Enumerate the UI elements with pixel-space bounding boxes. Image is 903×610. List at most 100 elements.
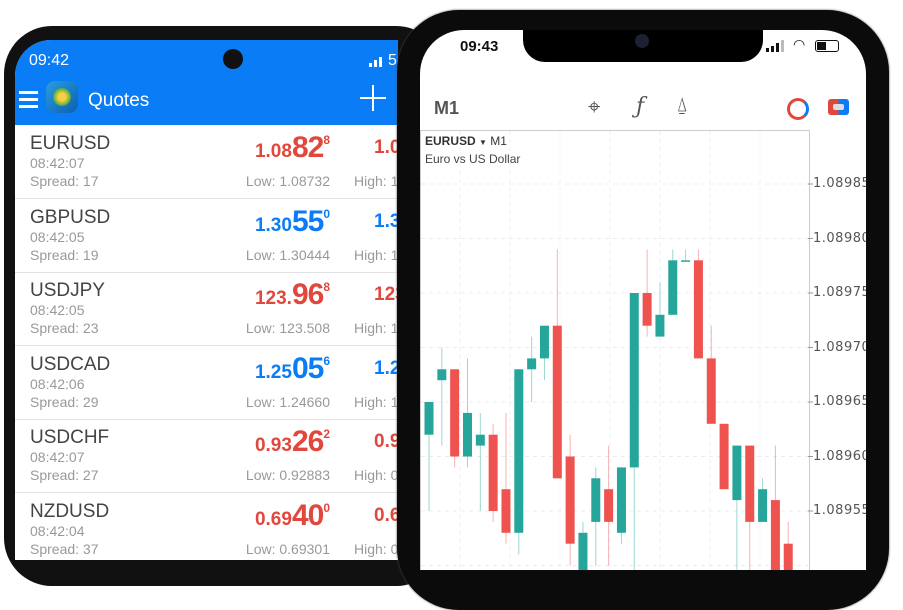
quote-time: 08:42:07: [30, 449, 85, 465]
status-time: 09:42: [29, 52, 70, 69]
candle-up: [655, 314, 665, 337]
quote-spread: Spread: 17: [30, 173, 99, 189]
bid-pip: 8: [323, 133, 330, 147]
candle-down: [488, 434, 498, 511]
bid-price: 0.93262: [255, 425, 330, 459]
candle-up: [539, 325, 549, 359]
bid-big: 82: [291, 131, 324, 164]
candle-up: [681, 260, 691, 262]
battery-icon: [815, 40, 839, 52]
candle-up: [668, 260, 678, 315]
plus-icon[interactable]: [360, 85, 386, 111]
candle-down: [693, 260, 703, 359]
bid-price: 1.25056: [255, 352, 330, 386]
quote-symbol: USDJPY: [30, 280, 105, 301]
candle-down: [450, 369, 460, 457]
quote-time: 08:42:07: [30, 155, 85, 171]
candle-down: [565, 456, 575, 544]
signal-icon: [369, 55, 382, 67]
objects-icon[interactable]: ⍙: [676, 94, 688, 116]
metatrader-logo: [46, 81, 78, 113]
crosshair-icon[interactable]: ⌖: [588, 94, 601, 119]
price-label: 1.08960: [813, 448, 866, 464]
quote-symbol: GBPUSD: [30, 206, 111, 228]
quote-symbol: EURUSD: [30, 133, 111, 154]
quote-time: 08:42:04: [30, 522, 85, 539]
price-chart[interactable]: EURUSD ▼ M1 Euro vs US Dollar: [420, 130, 810, 570]
candle-down: [552, 325, 562, 479]
bid-price: 1.08828: [255, 131, 330, 165]
candle-down: [706, 358, 716, 424]
bid-price: 123.968: [255, 278, 330, 312]
quote-high: High: 0: [354, 467, 398, 483]
candle-up: [424, 402, 434, 435]
quote-row[interactable]: USDJPY 08:42:05 Spread: 23 123.968 123 L…: [15, 272, 398, 346]
camera-icon: [223, 49, 243, 69]
bid-pip: 6: [323, 353, 330, 368]
quote-symbol: NZDUSD: [30, 500, 110, 522]
bid-pip: 0: [323, 206, 330, 221]
quote-high: High: 1: [354, 320, 398, 336]
bid-small: 1.08: [254, 141, 292, 162]
ask-price: 1.3: [374, 210, 398, 232]
bid-big: 40: [291, 498, 324, 532]
quote-spread: Spread: 37: [30, 540, 99, 557]
quote-high: High: 1: [354, 246, 398, 263]
bid-big: 96: [291, 278, 324, 311]
price-label: 1.08965: [813, 394, 866, 409]
trade-clock-icon[interactable]: [787, 98, 809, 120]
price-label: 1.08985: [813, 176, 866, 191]
quote-high: High: 0: [354, 540, 398, 557]
candle-down: [745, 445, 755, 522]
price-label: 1.08975: [813, 285, 866, 300]
candle-up: [475, 434, 485, 446]
bid-big: 26: [291, 425, 324, 458]
ask-price: 123: [374, 284, 398, 305]
bid-small: 1.25: [254, 361, 292, 383]
chart-symbol: EURUSD: [425, 134, 476, 148]
candle-down: [719, 423, 729, 490]
status-battery: 5: [388, 52, 397, 69]
function-icon[interactable]: ƒ: [636, 94, 645, 119]
bid-pip: 8: [323, 280, 330, 294]
ask-price: 1.2: [374, 357, 398, 379]
bid-small: 123.: [254, 288, 292, 309]
quote-row[interactable]: GBPUSD 08:42:05 Spread: 19 1.30550 1.3 L…: [15, 199, 398, 273]
dropdown-icon[interactable]: ▼: [479, 138, 487, 147]
price-label: 1.08980: [813, 230, 866, 246]
quote-row[interactable]: USDCHF 08:42:07 Spread: 27 0.93262 0.9 L…: [15, 419, 398, 493]
candles-layer: [421, 131, 813, 570]
candle-up: [462, 412, 472, 457]
candle-up: [758, 489, 768, 522]
quote-spread: Spread: 23: [30, 320, 99, 336]
quote-high: High: 1.: [354, 173, 398, 189]
status-time: 09:43: [460, 38, 499, 55]
bid-small: 0.69: [254, 508, 292, 530]
bid-small: 0.93: [254, 435, 292, 456]
candle-down: [642, 293, 652, 326]
candle-up: [437, 369, 447, 381]
quote-time: 08:42:05: [30, 302, 85, 318]
bid-pip: 0: [323, 500, 330, 515]
timeframe-button[interactable]: M1: [434, 98, 460, 118]
quote-low: Low: 0.69301: [245, 540, 330, 557]
one-click-trading-icon[interactable]: [828, 99, 849, 115]
quote-row[interactable]: EURUSD 08:42:07 Spread: 17 1.08828 1.0 L…: [15, 125, 398, 199]
ask-price: 0.6: [374, 504, 398, 526]
candle-up: [732, 445, 742, 501]
bid-big: 55: [291, 204, 324, 238]
chart-screen: 09:43 ◠ M1 ⌖ ƒ ⍙ EURUSD ▼ M1 Euro vs US …: [420, 30, 866, 570]
quote-row[interactable]: USDCAD 08:42:06 Spread: 29 1.25056 1.2 L…: [15, 346, 398, 420]
wifi-icon: ◠: [793, 36, 806, 52]
quote-spread: Spread: 27: [30, 467, 99, 483]
quote-row[interactable]: NZDUSD 08:42:04 Spread: 37 0.69400 0.6 L…: [15, 493, 398, 561]
chart-description: Euro vs US Dollar: [425, 152, 521, 166]
candle-up: [629, 293, 639, 468]
chart-timeframe: M1: [490, 134, 507, 148]
quotes-screen: 09:42 5 Quotes EURUSD 08:42:07 Spread: 1…: [15, 40, 398, 560]
bid-big: 05: [291, 351, 324, 385]
hamburger-icon[interactable]: [19, 91, 38, 108]
chart-symbol-line: EURUSD ▼ M1: [425, 134, 507, 148]
candle-down: [604, 489, 614, 522]
price-label: 1.08955: [813, 503, 866, 518]
